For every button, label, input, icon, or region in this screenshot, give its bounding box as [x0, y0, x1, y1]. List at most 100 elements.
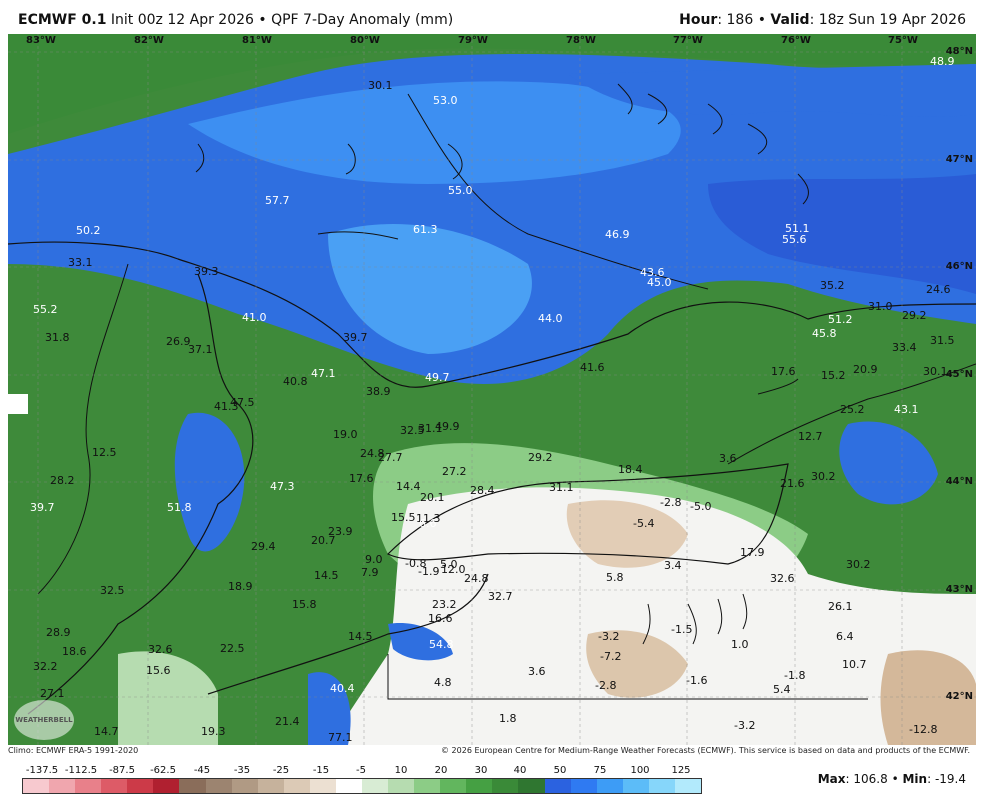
lon-label: 77°W: [673, 35, 703, 46]
point-value: 39.3: [194, 265, 219, 278]
point-value: -12.8: [909, 723, 938, 736]
lon-label: 75°W: [888, 35, 918, 46]
lon-label: 82°W: [134, 35, 164, 46]
point-value: 25.2: [840, 403, 865, 416]
copyright-note: © 2026 European Centre for Medium-Range …: [441, 746, 970, 755]
point-value: 14.5: [348, 630, 373, 643]
point-value: 35.2: [820, 279, 845, 292]
colorbar-swatch: [648, 779, 675, 793]
point-value: 22.5: [220, 642, 245, 655]
point-value: 18.9: [228, 580, 253, 593]
point-value: 41.0: [242, 311, 267, 324]
colorbar-swatch: [127, 779, 154, 793]
point-value: 6.6: [419, 517, 437, 530]
point-value: 19.3: [201, 725, 226, 738]
colorbar-tick: -112.5: [64, 765, 98, 776]
point-value: 3.4: [664, 559, 682, 572]
point-value: 14.5: [314, 569, 339, 582]
colorbar-swatch: [153, 779, 180, 793]
point-value: 5.0: [440, 558, 458, 571]
point-value: 31.1: [418, 422, 443, 435]
colorbar-swatch: [388, 779, 415, 793]
point-value: 20.7: [311, 534, 336, 547]
point-value: 46.9: [605, 228, 630, 241]
point-value: 17.9: [740, 546, 765, 559]
point-value: 24.6: [926, 283, 951, 296]
colorbar-tick: -35: [233, 765, 251, 776]
point-value: 39.7: [30, 501, 55, 514]
point-value: 7.9: [361, 566, 379, 579]
point-value: 23.2: [432, 598, 457, 611]
point-value: -0.8: [405, 557, 427, 570]
point-value: 30.2: [811, 470, 836, 483]
colorbar-tick: 125: [671, 765, 691, 776]
point-value: 17.6: [771, 365, 796, 378]
map-shading: [8, 34, 976, 745]
point-value: 47.3: [270, 480, 295, 493]
colorbar-swatch: [205, 779, 232, 793]
colorbar-swatch: [231, 779, 258, 793]
point-value: 29.2: [902, 309, 927, 322]
product-name: QPF 7-Day Anomaly (mm): [271, 12, 454, 28]
point-value: -5.0: [690, 500, 712, 513]
colorbar-swatch: [570, 779, 597, 793]
point-value: 18.6: [62, 645, 87, 658]
colorbar-tick: -87.5: [109, 765, 135, 776]
point-value: -2.8: [595, 679, 617, 692]
point-value: 19.0: [333, 428, 358, 441]
colorbar-swatch: [309, 779, 336, 793]
point-value: 27.1: [40, 687, 65, 700]
colorbar-tick: 40: [513, 765, 527, 776]
point-value: 12.5: [92, 446, 117, 459]
lat-label: 47°N: [945, 154, 973, 165]
point-value: 28.4: [470, 484, 495, 497]
lon-label: 78°W: [566, 35, 596, 46]
point-value: 45.8: [812, 327, 837, 340]
point-value: -7.2: [600, 650, 622, 663]
colorbar-swatch: [466, 779, 493, 793]
point-value: 12.7: [798, 430, 823, 443]
point-value: 15.5: [391, 511, 416, 524]
point-value: -2.8: [660, 496, 682, 509]
point-value: 24.8: [360, 447, 385, 460]
colorbar-swatch: [257, 779, 284, 793]
anomaly-map[interactable]: 83°W 82°W 81°W 80°W 79°W 78°W 77°W 76°W …: [8, 34, 976, 745]
point-value: 41.3: [214, 400, 239, 413]
min-label: Min: [902, 772, 928, 786]
lat-label: 43°N: [945, 584, 973, 595]
point-value: 55.6: [782, 233, 807, 246]
colorbar-swatch: [674, 779, 702, 793]
point-value: 4.8: [434, 676, 452, 689]
point-value: 39.7: [343, 331, 368, 344]
point-value: 15.6: [146, 664, 171, 677]
point-value: 30.1: [923, 365, 948, 378]
colorbar-swatch: [75, 779, 102, 793]
colorbar-swatch: [23, 779, 50, 793]
point-value: 6.4: [836, 630, 854, 643]
point-value: 32.5: [400, 424, 425, 437]
point-value: 32.6: [770, 572, 795, 585]
point-value: 31.0: [868, 300, 893, 313]
colorbar-swatch: [283, 779, 310, 793]
colorbar-swatch: [362, 779, 389, 793]
max-min-readout: Max: 106.8 • Min: -19.4: [817, 772, 966, 786]
point-value: 14.7: [94, 725, 119, 738]
lon-label: 76°W: [781, 35, 811, 46]
colorbar-tick: -45: [193, 765, 211, 776]
colorbar-swatch: [518, 779, 545, 793]
valid-value: 18z Sun 19 Apr 2026: [818, 12, 966, 28]
point-value: 3.6: [719, 452, 737, 465]
point-value: 14.4: [396, 480, 421, 493]
point-value: 45.0: [647, 276, 672, 289]
point-value: 21.4: [275, 715, 300, 728]
point-value: 16.6: [428, 612, 453, 625]
point-value: 3.6: [528, 665, 546, 678]
point-value: 37.1: [188, 343, 213, 356]
point-value: -3.2: [734, 719, 756, 732]
point-value: 38.9: [366, 385, 391, 398]
title-sep-dot: •: [258, 12, 272, 28]
point-value: 32.5: [100, 584, 125, 597]
point-value: 29.4: [251, 540, 276, 553]
min-value: -19.4: [934, 772, 966, 786]
colorbar-swatch: [622, 779, 649, 793]
